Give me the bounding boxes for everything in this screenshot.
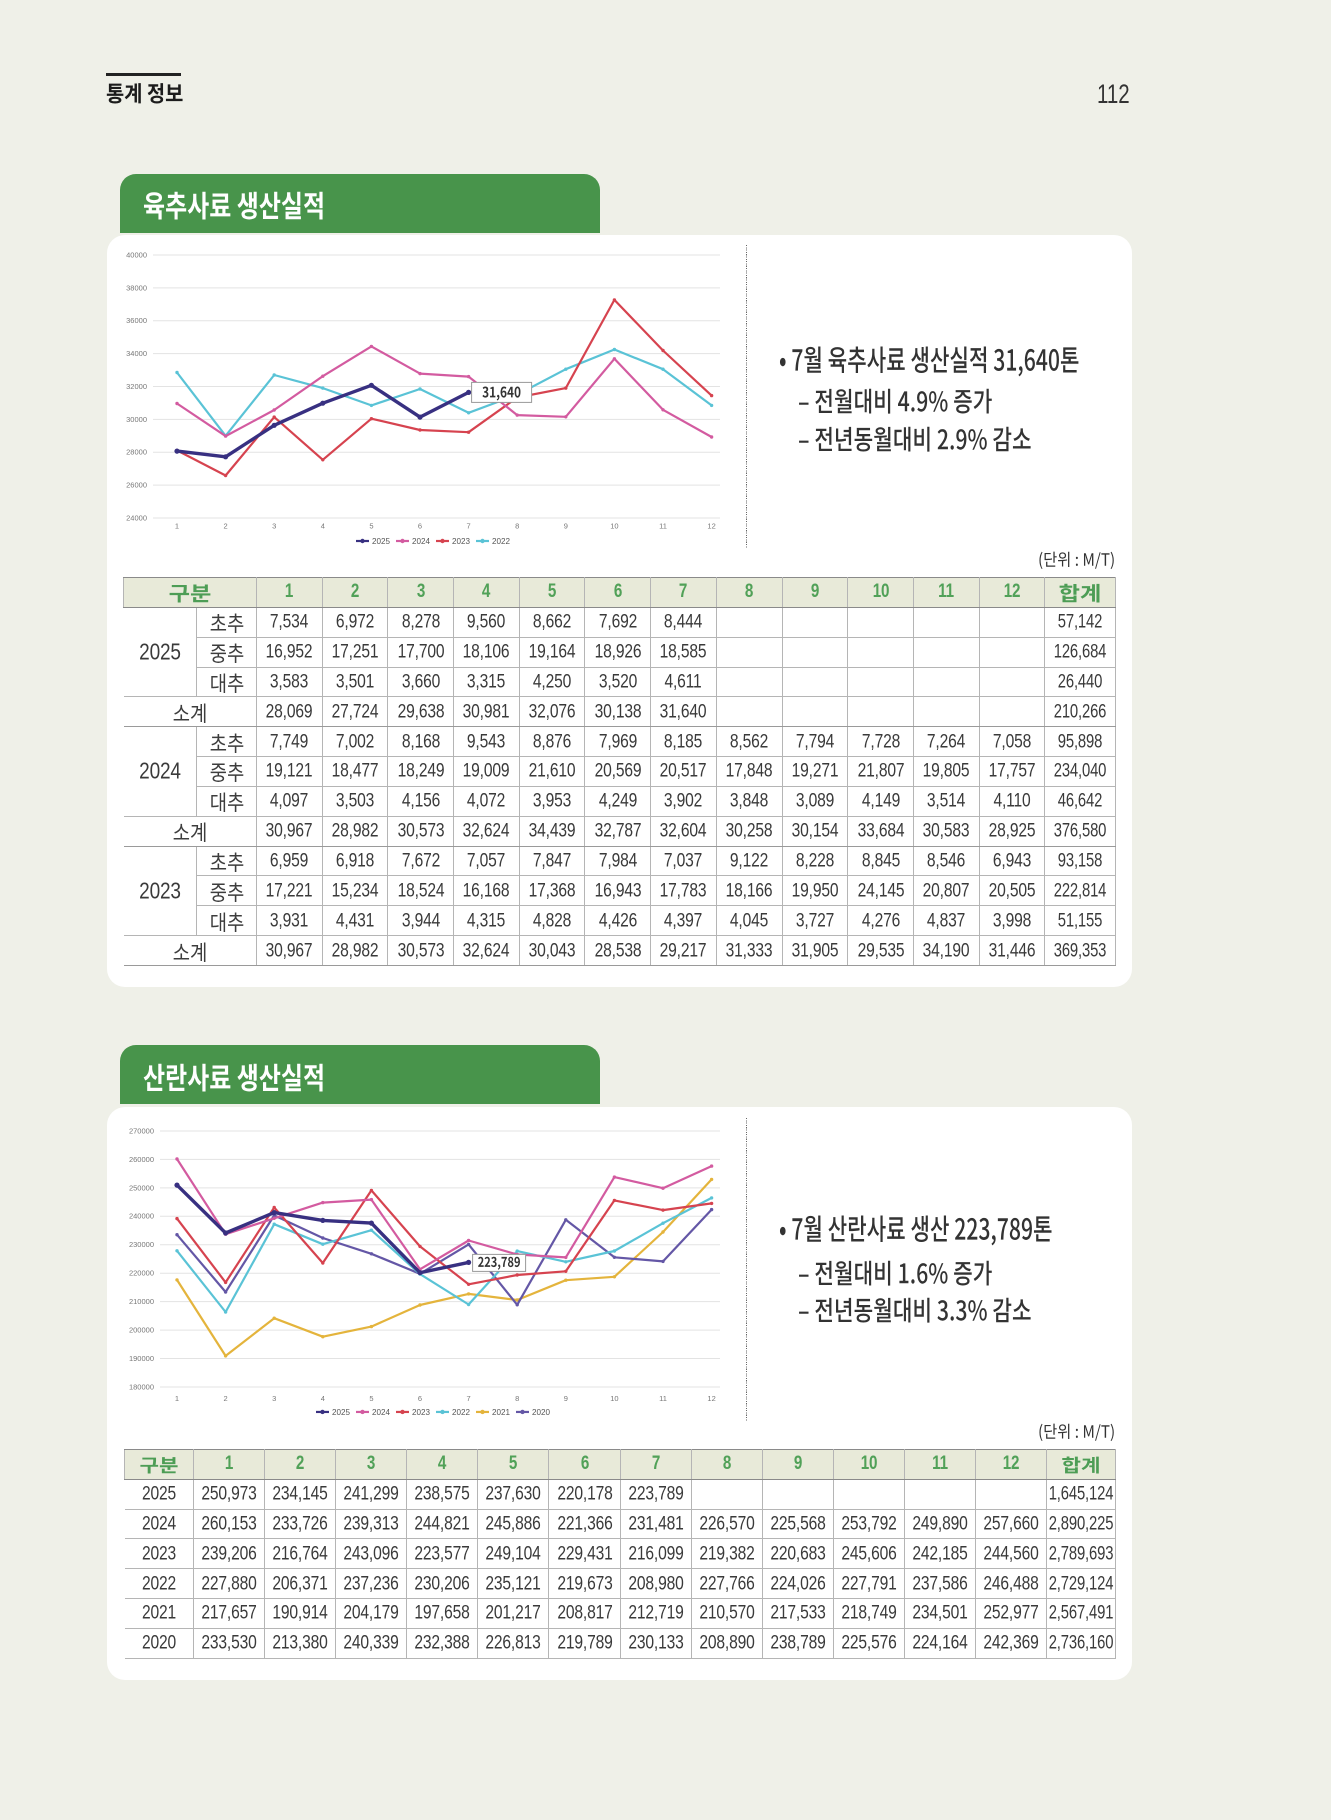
svg-text:1: 1: [175, 522, 179, 531]
svg-text:12: 12: [707, 522, 715, 531]
svg-text:6: 6: [418, 522, 422, 531]
svg-text:2024: 2024: [412, 537, 431, 546]
svg-text:38000: 38000: [126, 283, 147, 292]
svg-text:190000: 190000: [129, 1354, 154, 1363]
svg-text:2: 2: [224, 522, 228, 531]
svg-text:26000: 26000: [126, 481, 147, 490]
svg-text:2025: 2025: [372, 537, 391, 546]
svg-text:2020: 2020: [532, 1408, 551, 1417]
svg-text:2021: 2021: [492, 1408, 511, 1417]
svg-text:4: 4: [321, 1394, 325, 1403]
svg-text:5: 5: [369, 1394, 373, 1403]
svg-text:5: 5: [369, 522, 373, 531]
svg-text:4: 4: [321, 522, 325, 531]
svg-text:7: 7: [467, 1394, 471, 1403]
svg-text:12: 12: [707, 1394, 715, 1403]
svg-text:180000: 180000: [129, 1382, 154, 1391]
svg-text:8: 8: [515, 522, 519, 531]
svg-text:230000: 230000: [129, 1240, 154, 1249]
svg-text:24000: 24000: [126, 513, 147, 522]
svg-text:7: 7: [467, 522, 471, 531]
svg-text:2022: 2022: [452, 1408, 471, 1417]
svg-text:1: 1: [175, 1394, 179, 1403]
svg-text:200000: 200000: [129, 1326, 154, 1335]
svg-text:210000: 210000: [129, 1297, 154, 1306]
svg-text:11: 11: [659, 1394, 667, 1403]
svg-text:6: 6: [418, 1394, 422, 1403]
svg-text:28000: 28000: [126, 448, 147, 457]
svg-text:9: 9: [564, 1394, 568, 1403]
svg-text:34000: 34000: [126, 349, 147, 358]
svg-text:2023: 2023: [452, 537, 471, 546]
svg-text:2025: 2025: [332, 1408, 351, 1417]
svg-text:32000: 32000: [126, 382, 147, 391]
svg-text:220000: 220000: [129, 1269, 154, 1278]
svg-text:240000: 240000: [129, 1212, 154, 1221]
svg-text:36000: 36000: [126, 316, 147, 325]
svg-text:40000: 40000: [126, 250, 147, 259]
svg-text:270000: 270000: [129, 1126, 154, 1135]
svg-text:10: 10: [610, 1394, 618, 1403]
svg-text:250000: 250000: [129, 1183, 154, 1192]
svg-text:9: 9: [564, 522, 568, 531]
svg-text:2023: 2023: [412, 1408, 431, 1417]
svg-text:260000: 260000: [129, 1155, 154, 1164]
svg-text:2: 2: [224, 1394, 228, 1403]
svg-text:3: 3: [272, 522, 276, 531]
svg-text:8: 8: [515, 1394, 519, 1403]
svg-text:11: 11: [659, 522, 667, 531]
svg-text:2022: 2022: [492, 537, 511, 546]
svg-text:3: 3: [272, 1394, 276, 1403]
svg-text:2024: 2024: [372, 1408, 391, 1417]
svg-text:30000: 30000: [126, 415, 147, 424]
svg-text:10: 10: [610, 522, 618, 531]
